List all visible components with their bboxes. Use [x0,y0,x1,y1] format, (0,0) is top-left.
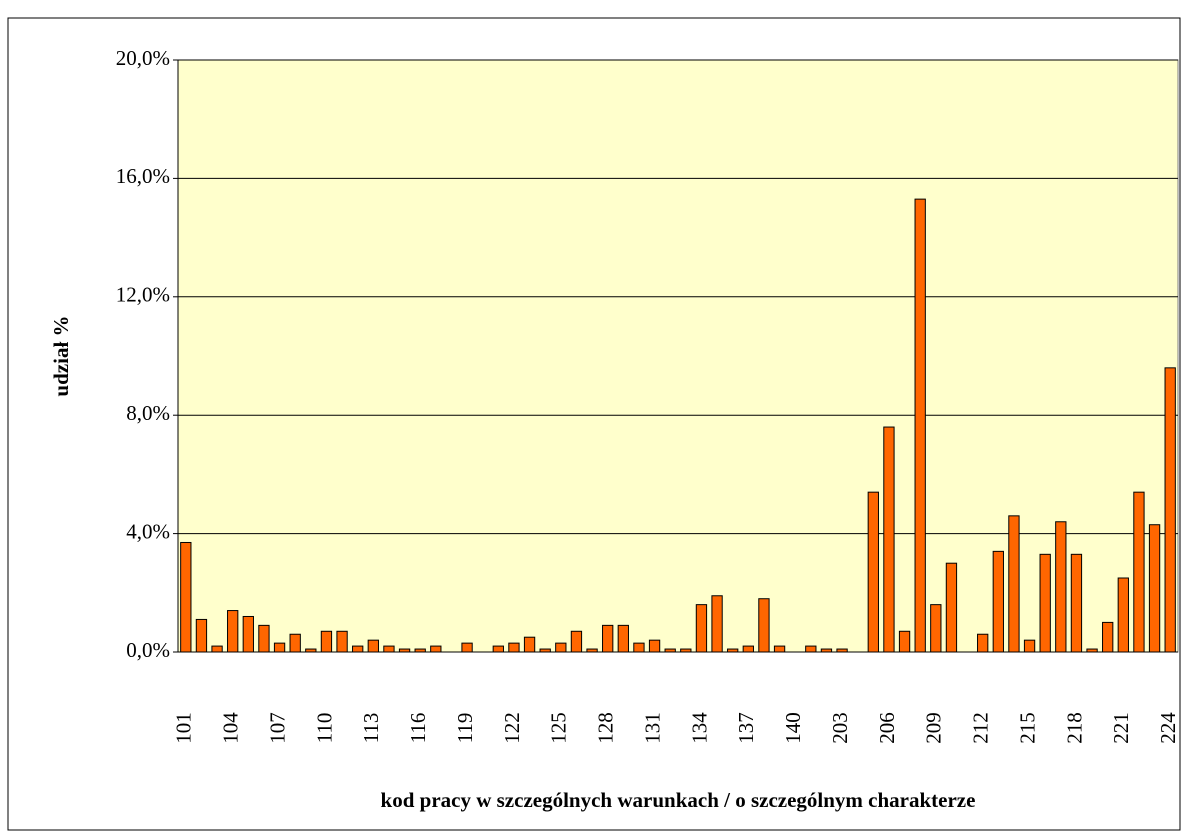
bar [711,595,723,653]
bar [1102,621,1114,653]
x-tick-label: 104 [219,712,243,744]
bar [180,541,192,653]
bar [820,648,833,653]
bar [414,648,426,653]
bar [367,639,379,653]
bar [992,550,1004,653]
bar [273,642,286,653]
bar [523,636,536,653]
x-tick-label: 218 [1062,712,1086,744]
x-tick-label: 122 [500,712,524,744]
bar [898,630,911,653]
y-axis-title: udział % [49,315,73,396]
bar [914,198,926,653]
x-tick-label: 209 [922,712,946,744]
x-tick-label: 119 [453,713,477,744]
bar [867,491,879,653]
plot-area [177,59,1179,653]
x-tick-label: 107 [265,712,289,744]
x-tick-label: 221 [1109,712,1133,744]
x-tick-label: 113 [359,713,383,744]
bar [945,562,958,653]
bar [836,648,848,653]
x-tick-label: 224 [1156,712,1180,744]
bar [617,624,629,653]
bar [398,648,411,653]
x-tick-label: 131 [640,712,664,744]
bar [258,624,270,653]
bar [586,648,598,653]
bar [289,633,301,653]
bar [555,642,567,653]
x-tick-label: 116 [406,713,430,744]
bar [1086,648,1098,653]
bar [461,642,473,653]
bar [648,639,661,653]
bar [742,645,754,653]
bar [680,648,692,653]
bar [1070,553,1083,653]
y-tick-label: 20,0% [116,46,170,70]
y-tick-label: 12,0% [116,283,170,307]
x-tick-label: 128 [594,712,618,744]
bar [1055,521,1067,653]
bar [664,648,676,653]
bar [242,615,254,653]
bar [602,624,614,653]
bar [695,604,708,653]
bar [383,645,395,653]
x-tick-label: 140 [781,712,805,744]
bar [430,645,442,653]
bar [195,618,208,653]
bar [1164,367,1176,653]
bar [227,610,239,653]
bar [930,604,942,653]
bar [758,598,770,653]
y-tick-label: 0,0% [126,638,170,662]
bar [633,642,645,653]
bar [320,630,333,653]
bar [305,648,317,653]
x-tick-label: 137 [734,712,758,744]
bar [508,642,520,653]
bar [977,633,989,653]
x-axis-title: kod pracy w szczególnych warunkach / o s… [381,788,976,812]
bar [727,648,739,653]
bar [492,645,504,653]
y-tick-label: 16,0% [116,164,170,188]
bar [352,645,364,653]
bar [1148,524,1161,653]
bar [773,645,786,653]
bar [1023,639,1036,653]
bar [1117,577,1129,653]
x-tick-label: 110 [312,713,336,744]
bar [1008,515,1020,653]
y-tick-label: 8,0% [126,401,170,425]
bar [336,630,348,653]
bar [539,648,551,653]
bar [1133,491,1145,653]
x-tick-label: 212 [969,712,993,744]
bar [570,630,583,653]
x-tick-label: 101 [172,712,196,744]
x-tick-label: 203 [828,712,852,744]
x-tick-label: 206 [875,712,899,744]
x-tick-label: 125 [547,712,571,744]
bar [211,645,223,653]
bar [805,645,817,653]
bar [1039,553,1051,653]
y-tick-label: 4,0% [126,519,170,543]
x-tick-label: 134 [687,712,711,744]
x-tick-label: 215 [1015,712,1039,744]
bar [883,426,895,653]
